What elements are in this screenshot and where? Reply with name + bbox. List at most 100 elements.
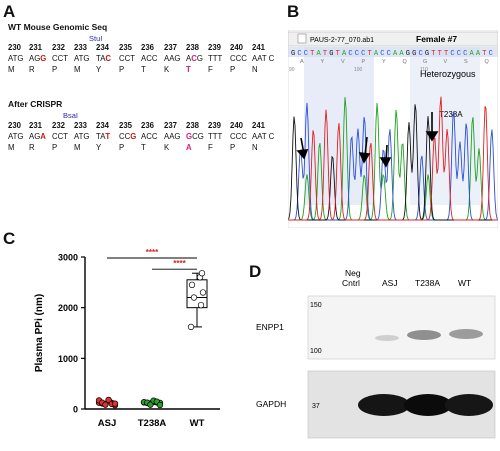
base-call: G [425,50,429,58]
ruler-tick: 90 [289,67,295,73]
seq-cell: CCC [230,132,247,141]
seq-cell: 231 [29,121,43,130]
seq-cell: 233 [74,121,88,130]
seq-cell: AAT C [252,54,275,63]
data-point [147,401,154,408]
aa-letter: S [464,59,468,65]
data-point [190,294,198,301]
marker-150: 150 [310,302,322,309]
data-point [197,301,205,309]
seq-cell: TAT [96,132,111,141]
seq-cell: 235 [119,43,133,52]
file-icon [297,33,307,44]
base-call: A [399,50,404,58]
seq-cell: ATG [8,54,24,63]
seq-cell: Y [96,143,102,152]
seq-cell: 240 [230,43,244,52]
seq-cell: 236 [141,121,155,130]
base-call: T [438,50,442,58]
seq-cell: 240 [230,121,244,130]
base-call: C [419,50,423,58]
band-enpp1-asj [375,335,399,341]
seq-cell: F [208,143,213,152]
crispr-codon-numbers: 230 231 232 233 234 235 236 237 238 239 240 241 [8,121,278,131]
base-call: C [355,50,359,58]
base-call: G [412,50,416,58]
seq-cell: P [52,65,58,74]
crispr-codon-row: ATG AGA CCT ATG TAT CCG ACC AAG GCG TTT CCC AAT C [8,132,278,142]
lane-label-neg: Neg [345,268,361,278]
y-axis-label: Plasma PPi (nm) [34,294,45,372]
seq-cell: AGA [29,132,46,141]
band-enpp1-wt [449,329,483,339]
trace-T [288,96,498,221]
panel-b-letter: B [287,2,300,21]
seq-cell: M [74,143,81,152]
panel-a-letter: A [3,2,16,21]
seq-cell: A [186,143,192,152]
seq-cell: 239 [208,121,222,130]
seq-cell: TTT [208,54,223,63]
crispr-seq-title: After CRISPR [8,99,63,109]
seq-cell: M [8,65,15,74]
base-call: T [431,50,435,58]
base-call: T [336,50,340,58]
position-ruler: 90 100 110 [289,67,428,73]
lane-label-t238a: T238A [415,278,440,288]
zygosity-label: Heterozygous [420,69,476,79]
marker-37: 37 [312,403,320,410]
enpp1-label: ENPP1 [256,322,284,332]
x-tick-label: T238A [138,418,167,429]
wt-codon-numbers: 230 231 232 233 234 235 236 237 238 239 240 241 [8,43,278,53]
trace-curves [287,96,499,221]
seq-cell: T [186,65,191,74]
y-tick-label: 3000 [58,253,78,263]
significance-stars: **** [173,259,186,268]
seq-cell: T [141,143,146,152]
seq-cell: CCT [119,54,136,63]
marker-100: 100 [310,348,322,355]
seq-cell: 230 [8,121,22,130]
seq-cell: 239 [208,43,222,52]
seq-cell: 232 [52,43,66,52]
aa-letter: Y [321,59,325,65]
lane-label-wt: WT [458,278,471,288]
base-call: C [304,50,308,58]
seq-cell: P [230,143,236,152]
seq-cell: 230 [8,43,22,52]
seq-cell: ATG [8,132,24,141]
data-point [188,281,196,289]
seq-cell: AAG [164,132,181,141]
base-call: T [482,50,486,58]
seq-cell: 241 [252,43,266,52]
base-call: T [368,50,372,58]
base-call: G [406,50,410,58]
aa-letter: P [362,59,366,65]
seq-cell: M [8,143,15,152]
seq-cell: GCG [186,132,204,141]
data-point [198,270,206,277]
aa-letter: Q [403,59,408,65]
x-tick-label: WT [190,418,205,429]
data-point [156,401,164,409]
enpp1-blot [307,295,496,360]
seq-cell: ATG [74,132,90,141]
band-gapdh-t238a [404,394,452,416]
panel-c-letter: C [3,229,16,248]
data-point [102,401,109,408]
seq-cell: 234 [96,43,110,52]
y-tick-label: 1000 [58,354,78,364]
base-call: G [329,50,333,58]
aa-letter: V [341,59,345,65]
seq-cell: 237 [164,121,178,130]
base-call: G [291,50,295,58]
seq-cell: K [164,65,170,74]
seq-cell: AGG [29,54,47,63]
base-call: C [457,50,461,58]
seq-cell: CCT [52,132,69,141]
